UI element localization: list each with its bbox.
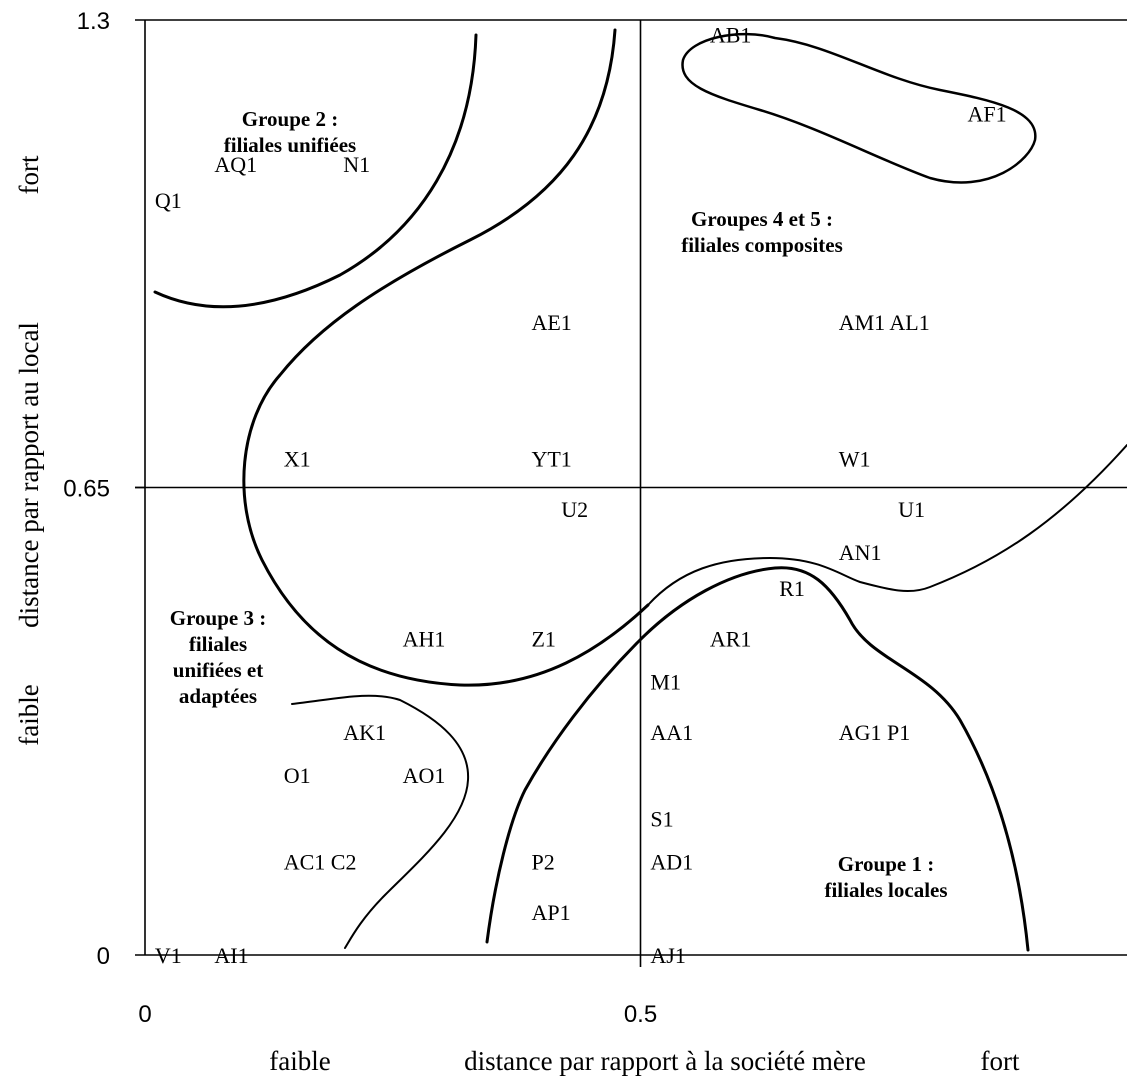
data-points: Q1 AQ1 N1 AB1 AF1 AE1 AM1 AL1 X1 YT1 W1 U2 U1 AN1 R1 A… (155, 22, 1007, 968)
data-point-label: YT1 (531, 447, 571, 472)
data-point-label: S1 (650, 806, 673, 831)
data-point-label: X1 (284, 447, 311, 472)
group-label-line: unifiées et (173, 658, 263, 682)
data-point-label: AA1 (650, 720, 693, 745)
group-label-line: Groupes 4 et 5 : (691, 207, 833, 231)
y-tick-label: 1.3 (77, 8, 110, 35)
data-point-label: AN1 (839, 540, 882, 565)
data-point-label: AD1 (650, 850, 693, 875)
data-point-label: AJ1 (650, 943, 685, 968)
x-axis-label-right: fort (981, 1046, 1020, 1076)
axes: 0 0.65 1.3 0 0.5 faible distance par rapport à… (14, 8, 1127, 1076)
data-point-label: U1 (898, 497, 925, 522)
group-labels: Groupe 2 :filiales unifiées Groupes 4 et … (170, 107, 948, 902)
group-label-line: Groupe 3 : (170, 606, 266, 630)
data-point-label: AB1 (710, 22, 752, 47)
data-point-label: N1 (343, 152, 370, 177)
data-point-label: Z1 (531, 627, 555, 652)
data-point-label: AF1 (968, 102, 1007, 127)
x-axis-label-center: distance par rapport à la société mère (464, 1046, 866, 1076)
group-label-line: Groupe 2 : (242, 107, 338, 131)
x-tick-label: 0.5 (624, 1001, 657, 1028)
data-point-label: AO1 (403, 763, 446, 788)
data-point-label: AR1 (710, 627, 752, 652)
data-point-label: AI1 (214, 943, 248, 968)
data-point-label: M1 (650, 670, 681, 695)
data-point-label: AE1 (531, 310, 571, 335)
x-tick-label: 0 (138, 1001, 151, 1028)
group-boundaries (153, 28, 1127, 952)
group-4-5-loop-boundary (681, 32, 1037, 184)
data-point-label: AP1 (531, 900, 570, 925)
group-label-line: filiales (189, 632, 247, 656)
data-point-label: U2 (561, 497, 588, 522)
group-2-inner-boundary (153, 33, 478, 309)
data-point-label: AQ1 (214, 152, 257, 177)
data-point-label: W1 (839, 447, 871, 472)
group-label-line: Groupe 1 : (838, 852, 934, 876)
data-point-label: R1 (779, 576, 805, 601)
data-point-label: AG1 P1 (839, 720, 911, 745)
data-point-label: AC1 C2 (284, 850, 357, 875)
y-axis-label-center: distance par rapport au local (14, 322, 44, 628)
data-point-label: AK1 (343, 720, 386, 745)
y-axis-label-top: fort (14, 155, 44, 194)
group-label-line: filiales unifiées (224, 133, 356, 157)
data-point-label: AM1 AL1 (839, 310, 930, 335)
group-1-boundary (647, 444, 1127, 606)
data-point-label: V1 (155, 943, 182, 968)
data-point-label: P2 (531, 850, 554, 875)
group-1-inner-boundary (485, 566, 1030, 952)
group-label-line: adaptées (179, 684, 257, 708)
y-tick-label: 0 (97, 943, 110, 970)
group-3-boundary-big (242, 28, 650, 687)
y-axis-label-bottom: faible (14, 684, 44, 745)
data-point-label: O1 (284, 763, 311, 788)
group-label-line: filiales locales (824, 878, 947, 902)
data-point-label: Q1 (155, 188, 182, 213)
group-label-line: filiales composites (681, 233, 843, 257)
y-tick-label: 0.65 (63, 476, 110, 503)
group-3-inner-boundary (291, 694, 470, 949)
data-point-label: AH1 (403, 627, 446, 652)
x-axis-label-left: faible (269, 1046, 330, 1076)
